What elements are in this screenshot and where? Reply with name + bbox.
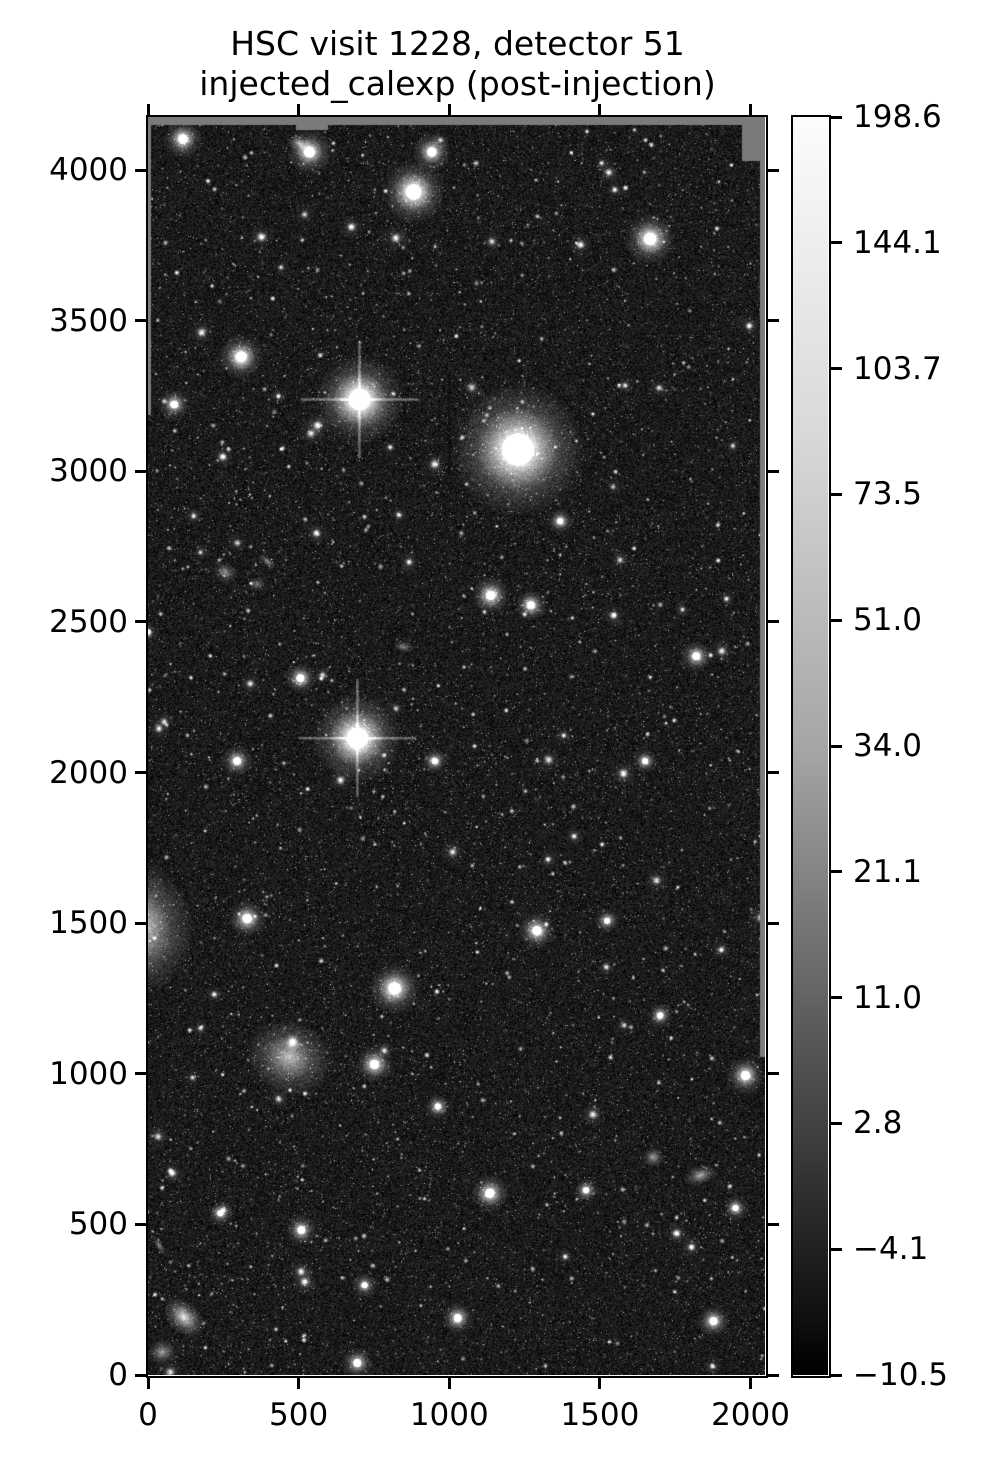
y-tick-label: 2000 xyxy=(49,754,128,791)
colorbar-tick-label: 144.1 xyxy=(853,224,942,261)
colorbar-tick-label: 73.5 xyxy=(853,476,923,513)
colorbar-tick-label: 34.0 xyxy=(853,728,923,764)
y-axis-right-tick xyxy=(767,771,779,774)
y-tick-label: 1000 xyxy=(49,1055,128,1092)
colorbar-tick xyxy=(830,241,842,245)
colorbar-tick xyxy=(830,618,842,622)
colorbar-tick-label: 198.6 xyxy=(853,99,942,135)
y-axis-right-tick xyxy=(767,620,779,624)
y-axis-tick xyxy=(134,469,146,473)
x-axis-tick xyxy=(297,1377,301,1389)
y-axis-tick xyxy=(134,1373,146,1377)
colorbar-tick xyxy=(830,744,842,748)
colorbar-tick-label: 11.0 xyxy=(853,979,923,1016)
x-axis-top-tick xyxy=(146,103,150,115)
x-axis-tick xyxy=(447,1377,451,1389)
y-axis-tick xyxy=(134,319,146,323)
x-tick-label: 0 xyxy=(138,1397,158,1433)
x-tick-label: 500 xyxy=(269,1397,329,1433)
y-axis-right-tick xyxy=(767,1072,779,1076)
x-axis-top-tick xyxy=(598,103,602,115)
y-tick-label: 4000 xyxy=(49,152,128,189)
x-tick-label: 2000 xyxy=(711,1397,790,1433)
y-tick-label: 0 xyxy=(108,1357,128,1393)
y-axis-tick xyxy=(134,168,146,172)
y-tick-label: 500 xyxy=(68,1206,128,1243)
detector-image-canvas xyxy=(148,117,765,1375)
colorbar-tick-label: −10.5 xyxy=(853,1357,948,1393)
colorbar-frame xyxy=(790,114,831,1378)
x-axis-tick xyxy=(146,1377,150,1389)
y-tick-label: 1500 xyxy=(49,905,128,942)
y-axis-right-tick xyxy=(767,319,779,323)
x-axis-tick xyxy=(749,1377,753,1389)
colorbar-tick-label: 2.8 xyxy=(853,1105,903,1142)
colorbar-tick xyxy=(830,1247,842,1251)
figure-title-line1: HSC visit 1228, detector 51 xyxy=(230,24,685,63)
y-axis-tick xyxy=(134,620,146,624)
colorbar-tick xyxy=(830,1121,842,1125)
figure-title: HSC visit 1228, detector 51 injected_cal… xyxy=(148,24,767,104)
y-axis-right-tick xyxy=(767,921,779,925)
y-axis-tick xyxy=(134,771,146,774)
x-axis-top-tick xyxy=(447,103,451,115)
y-axis-tick xyxy=(134,1222,146,1226)
y-axis-tick xyxy=(134,921,146,925)
colorbar-tick xyxy=(830,115,842,119)
y-axis-tick xyxy=(134,1072,146,1076)
y-axis-right-tick xyxy=(767,168,779,172)
axes-frame xyxy=(145,114,768,1378)
y-axis-right-tick xyxy=(767,1222,779,1226)
colorbar-gradient xyxy=(793,117,828,1375)
colorbar-tick xyxy=(830,996,842,1000)
colorbar-tick xyxy=(830,492,842,496)
y-axis-right-tick xyxy=(767,1373,779,1377)
x-tick-label: 1500 xyxy=(560,1397,640,1433)
x-tick-label: 1000 xyxy=(409,1397,489,1433)
x-axis-tick xyxy=(598,1377,602,1389)
colorbar-tick-label: 21.1 xyxy=(853,853,923,890)
colorbar-tick-label: 51.0 xyxy=(853,602,923,639)
y-tick-label: 2500 xyxy=(49,603,128,640)
y-tick-label: 3000 xyxy=(49,453,128,490)
y-axis-right-tick xyxy=(767,469,779,473)
colorbar-tick xyxy=(830,367,842,371)
y-tick-label: 3500 xyxy=(49,302,128,339)
figure-title-line2: injected_calexp (post-injection) xyxy=(199,64,716,103)
colorbar-tick xyxy=(830,870,842,874)
colorbar-tick xyxy=(830,1373,842,1377)
x-axis-top-tick xyxy=(297,103,301,115)
colorbar-tick-label: 103.7 xyxy=(853,350,942,387)
x-axis-top-tick xyxy=(749,103,753,115)
colorbar-tick-label: −4.1 xyxy=(853,1231,929,1268)
